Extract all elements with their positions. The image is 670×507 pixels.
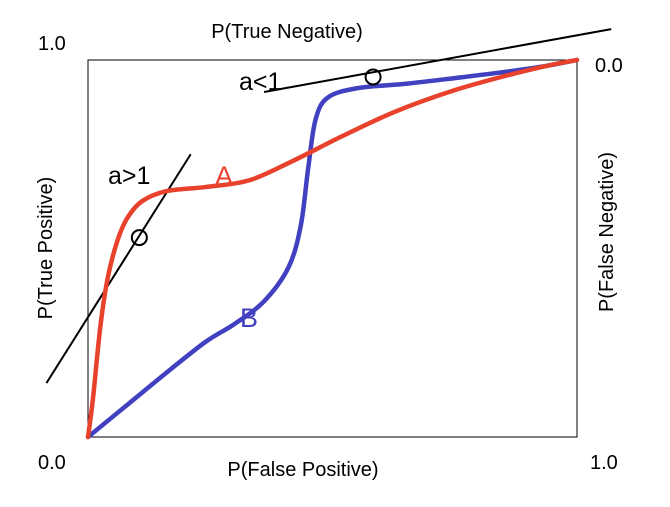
tangent-layer <box>45 28 612 384</box>
series-label-a: A <box>215 161 233 191</box>
tangent-label-a-lt-1: a<1 <box>239 68 281 96</box>
tangent-label-a-gt-1: a>1 <box>108 162 150 190</box>
tangent-line-2 <box>263 28 612 94</box>
tangent-point-marker-1 <box>130 229 148 247</box>
series-layer <box>85 57 580 440</box>
series-line-b <box>85 57 580 440</box>
marker-layer <box>130 68 382 247</box>
tangent-point-marker-2 <box>364 68 382 86</box>
plot-frame <box>87 59 578 438</box>
y-axis-label: P(True Positive) <box>35 177 57 320</box>
top-axis-label: P(True Negative) <box>211 21 363 43</box>
x-axis-label: P(False Positive) <box>227 459 378 481</box>
series-label-b: B <box>240 303 258 333</box>
tick-label-bottom-right: 1.0 <box>590 452 618 474</box>
tick-label-top-right: 0.0 <box>595 55 623 77</box>
right-axis-label: P(False Negative) <box>596 152 618 312</box>
series-line-a <box>85 57 580 440</box>
tick-label-top-left: 1.0 <box>38 33 66 55</box>
tick-label-bottom-left: 0.0 <box>38 452 66 474</box>
